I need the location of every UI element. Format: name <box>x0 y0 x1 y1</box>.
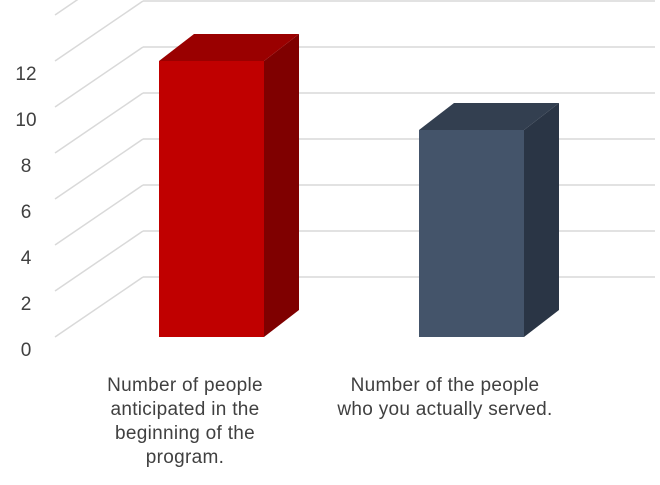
y-tick-label-4: 4 <box>21 248 32 269</box>
bar-front-0 <box>159 61 264 337</box>
x-tick-label-served: Number of the people who you actually se… <box>337 375 553 420</box>
bar-0 <box>159 34 299 337</box>
x-tick-label-anticipated: Number of people anticipated in the begi… <box>107 375 263 468</box>
bars <box>159 34 559 337</box>
gridline-side-14 <box>54 0 79 16</box>
y-axis-ticks: 0 2 4 6 8 10 12 <box>15 64 36 361</box>
bar-top-0 <box>159 34 299 61</box>
y-tick-label-0: 0 <box>21 340 32 361</box>
y-tick-label-10: 10 <box>15 110 36 131</box>
gridlines <box>54 0 655 338</box>
y-tick-label-6: 6 <box>21 202 32 223</box>
gridline-side-12 <box>54 0 144 62</box>
y-tick-label-8: 8 <box>21 156 32 177</box>
bar-side-0 <box>264 34 299 337</box>
y-tick-label-12: 12 <box>15 64 36 85</box>
gridline-side-2 <box>54 230 144 292</box>
bar-top-1 <box>419 103 559 130</box>
y-tick-label-2: 2 <box>21 294 32 315</box>
bar-side-1 <box>524 103 559 337</box>
gridline-side-4 <box>54 184 144 246</box>
bar-1 <box>419 103 559 337</box>
gridline-side-0 <box>54 276 144 338</box>
gridline-side-8 <box>54 92 144 154</box>
bar-front-1 <box>419 130 524 337</box>
gridline-side-10 <box>54 46 144 108</box>
gridline-side-6 <box>54 138 144 200</box>
